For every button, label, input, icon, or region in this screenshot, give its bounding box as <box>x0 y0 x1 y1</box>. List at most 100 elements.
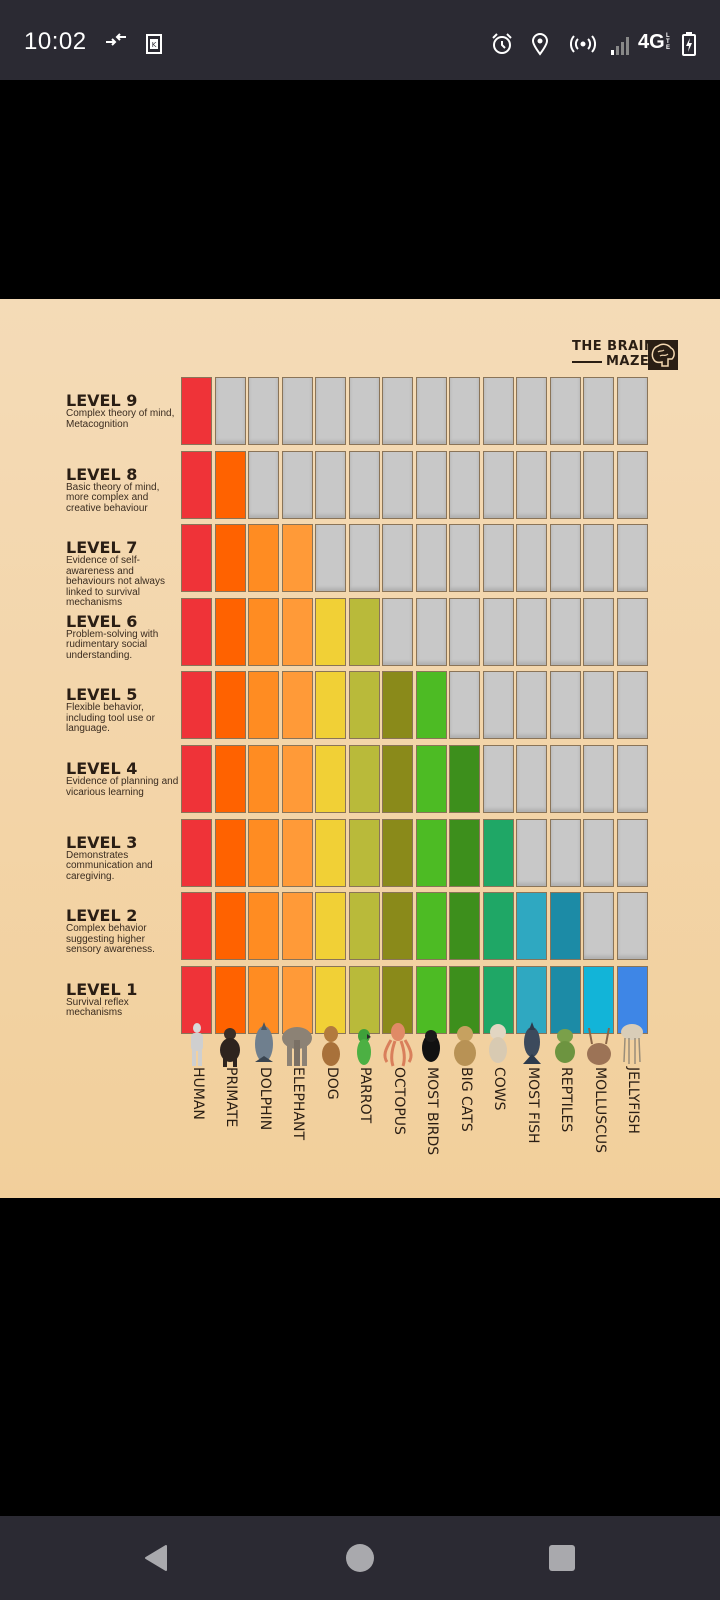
grid-cell <box>583 597 614 666</box>
grid-cell <box>214 892 246 961</box>
grid-cell <box>348 965 380 1034</box>
grid-cell <box>315 597 346 666</box>
grid-cell <box>281 597 313 666</box>
grid-cell <box>248 892 279 961</box>
grid-cell <box>214 818 246 887</box>
level-title: LEVEL 2 <box>66 906 138 926</box>
grid-cell <box>549 745 581 813</box>
grid-cell <box>214 524 246 593</box>
grid-cell <box>181 597 212 666</box>
hotspot-icon <box>570 32 596 60</box>
level-label: LEVEL 6 Problem-solving with rudimentary … <box>66 613 180 662</box>
human-icon <box>180 1022 214 1067</box>
grid-cell <box>415 597 447 666</box>
animal-label: BIG CATS <box>448 1067 482 1187</box>
grid-cell <box>583 745 614 813</box>
level-label: LEVEL 1 Survival reflex mechanisms <box>66 981 180 1019</box>
level-title: LEVEL 3 <box>66 832 138 852</box>
grid-cell <box>482 597 514 666</box>
grid-cell <box>248 597 279 666</box>
location-icon <box>530 32 550 60</box>
grid-cell <box>348 597 380 666</box>
level-description: Evidence of planning and vicarious learn… <box>66 776 179 798</box>
grid-cell <box>516 377 547 445</box>
grid-cell <box>281 377 313 445</box>
animal-name: DOG <box>323 1067 340 1100</box>
level-title: LEVEL 1 <box>66 979 138 999</box>
grid-cell <box>315 745 346 813</box>
grid-cell <box>549 965 581 1034</box>
grid-cell <box>248 450 279 519</box>
animal-label: PARROT <box>347 1067 381 1187</box>
level-label: LEVEL 5 Flexible behavior, including tool… <box>66 686 180 735</box>
grid-cell <box>281 745 313 813</box>
grid-cell <box>549 377 581 445</box>
level-description: Demonstrates communication and caregivin… <box>66 849 153 882</box>
cow-icon <box>481 1022 515 1067</box>
level-title: LEVEL 8 <box>66 464 138 484</box>
grid-cell <box>583 450 614 519</box>
grid-cell <box>482 377 514 445</box>
grid-cell <box>181 450 212 519</box>
grid-cell <box>214 745 246 813</box>
grid-cell <box>415 524 447 593</box>
level-label: LEVEL 8 Basic theory of mind, more comple… <box>66 466 180 515</box>
animal-label: ELEPHANT <box>280 1067 314 1187</box>
animal-name: COWS <box>491 1067 507 1111</box>
grid-cell <box>616 524 648 593</box>
grid-cell <box>482 818 514 887</box>
grid-cell <box>348 892 380 961</box>
grid-cell <box>315 450 346 519</box>
grid-cell <box>281 892 313 961</box>
grid-cell <box>482 745 514 813</box>
grid-cell <box>281 524 313 593</box>
home-icon[interactable] <box>344 1542 376 1574</box>
grid-cell <box>616 892 648 961</box>
grid-cell <box>315 524 346 593</box>
primate-icon <box>213 1022 247 1067</box>
animal-label: COWS <box>481 1067 515 1187</box>
grid-cell <box>516 745 547 813</box>
grid-cell <box>315 818 346 887</box>
fish-icon <box>515 1022 549 1067</box>
level-description: Evidence of self-awareness and behaviour… <box>66 555 165 609</box>
animal-name: OCTOPUS <box>390 1067 407 1135</box>
grid-cell <box>415 892 447 961</box>
svg-text:K: K <box>152 41 157 49</box>
grid-cell <box>516 818 547 887</box>
grid-cell <box>382 671 413 740</box>
grid-cell <box>616 377 648 445</box>
grid-cell <box>248 745 279 813</box>
grid-cell <box>382 965 413 1034</box>
recents-icon[interactable] <box>546 1542 578 1574</box>
grid-cell <box>348 671 380 740</box>
level-title: LEVEL 4 <box>66 759 138 778</box>
grid-cell <box>449 818 480 887</box>
grid-cell <box>181 377 212 445</box>
back-icon[interactable] <box>140 1542 172 1574</box>
signal-icon <box>610 32 634 60</box>
grid-cell <box>348 377 380 445</box>
animal-label: DOG <box>314 1067 348 1187</box>
grid-cell <box>181 745 212 813</box>
level-title: LEVEL 9 <box>66 391 138 410</box>
level-label: LEVEL 4 Evidence of planning and vicariou… <box>66 760 180 798</box>
jellyfish-icon <box>615 1022 649 1067</box>
grid-cell <box>583 818 614 887</box>
grid-cell <box>549 597 581 666</box>
animal-name: BIG CATS <box>457 1067 474 1132</box>
logo-line1: THE BRAIN <box>572 339 656 354</box>
grid-cell <box>281 671 313 740</box>
snail-icon <box>582 1022 616 1067</box>
grid-cell <box>415 818 447 887</box>
elephant-icon <box>280 1022 314 1067</box>
parrot-icon <box>347 1022 381 1067</box>
dog-icon <box>314 1022 348 1067</box>
network-type: 4G <box>638 31 665 53</box>
grid-cell <box>214 450 246 519</box>
level-description: Complex theory of mind, Metacognition <box>66 408 175 430</box>
grid-cell <box>248 671 279 740</box>
grid-cell <box>214 377 246 445</box>
grid-cell <box>415 965 447 1034</box>
brain-maze-logo: THE BRAIN MAZE <box>572 339 682 373</box>
